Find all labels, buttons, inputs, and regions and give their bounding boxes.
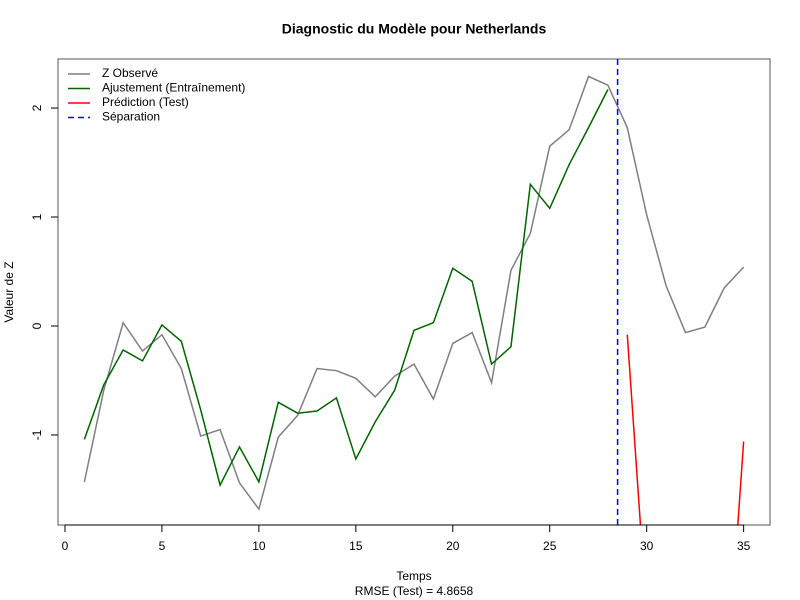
y-tick-label: -1	[30, 429, 44, 440]
plot-frame	[57, 58, 771, 526]
x-tick-label: 30	[640, 539, 654, 553]
series-line	[83, 75, 745, 511]
y-tick-label: 0	[30, 322, 44, 329]
y-tick-label: 2	[30, 104, 44, 111]
legend-label: Séparation	[102, 110, 160, 124]
x-tick-label: 10	[252, 539, 266, 553]
x-tick-label: 0	[62, 539, 69, 553]
series-line	[83, 89, 609, 488]
legend-label: Z Observé	[102, 66, 158, 80]
legend-label: Ajustement (Entraînement)	[102, 81, 245, 95]
y-tick-label: 1	[30, 213, 44, 220]
subtitle: RMSE (Test) = 4.8658	[355, 584, 474, 598]
plot-area	[83, 59, 745, 525]
legend-label: Prédiction (Test)	[102, 95, 189, 109]
y-axis-label: Valeur de Z	[2, 261, 16, 322]
x-tick-label: 25	[543, 539, 557, 553]
x-tick-label: 20	[446, 539, 460, 553]
x-axis-label: Temps	[396, 569, 431, 583]
chart-title: Diagnostic du Modèle pour Netherlands	[282, 21, 547, 37]
series-line	[626, 334, 745, 525]
x-tick-label: 5	[159, 539, 166, 553]
x-tick-label: 15	[349, 539, 363, 553]
x-tick-label: 35	[737, 539, 751, 553]
